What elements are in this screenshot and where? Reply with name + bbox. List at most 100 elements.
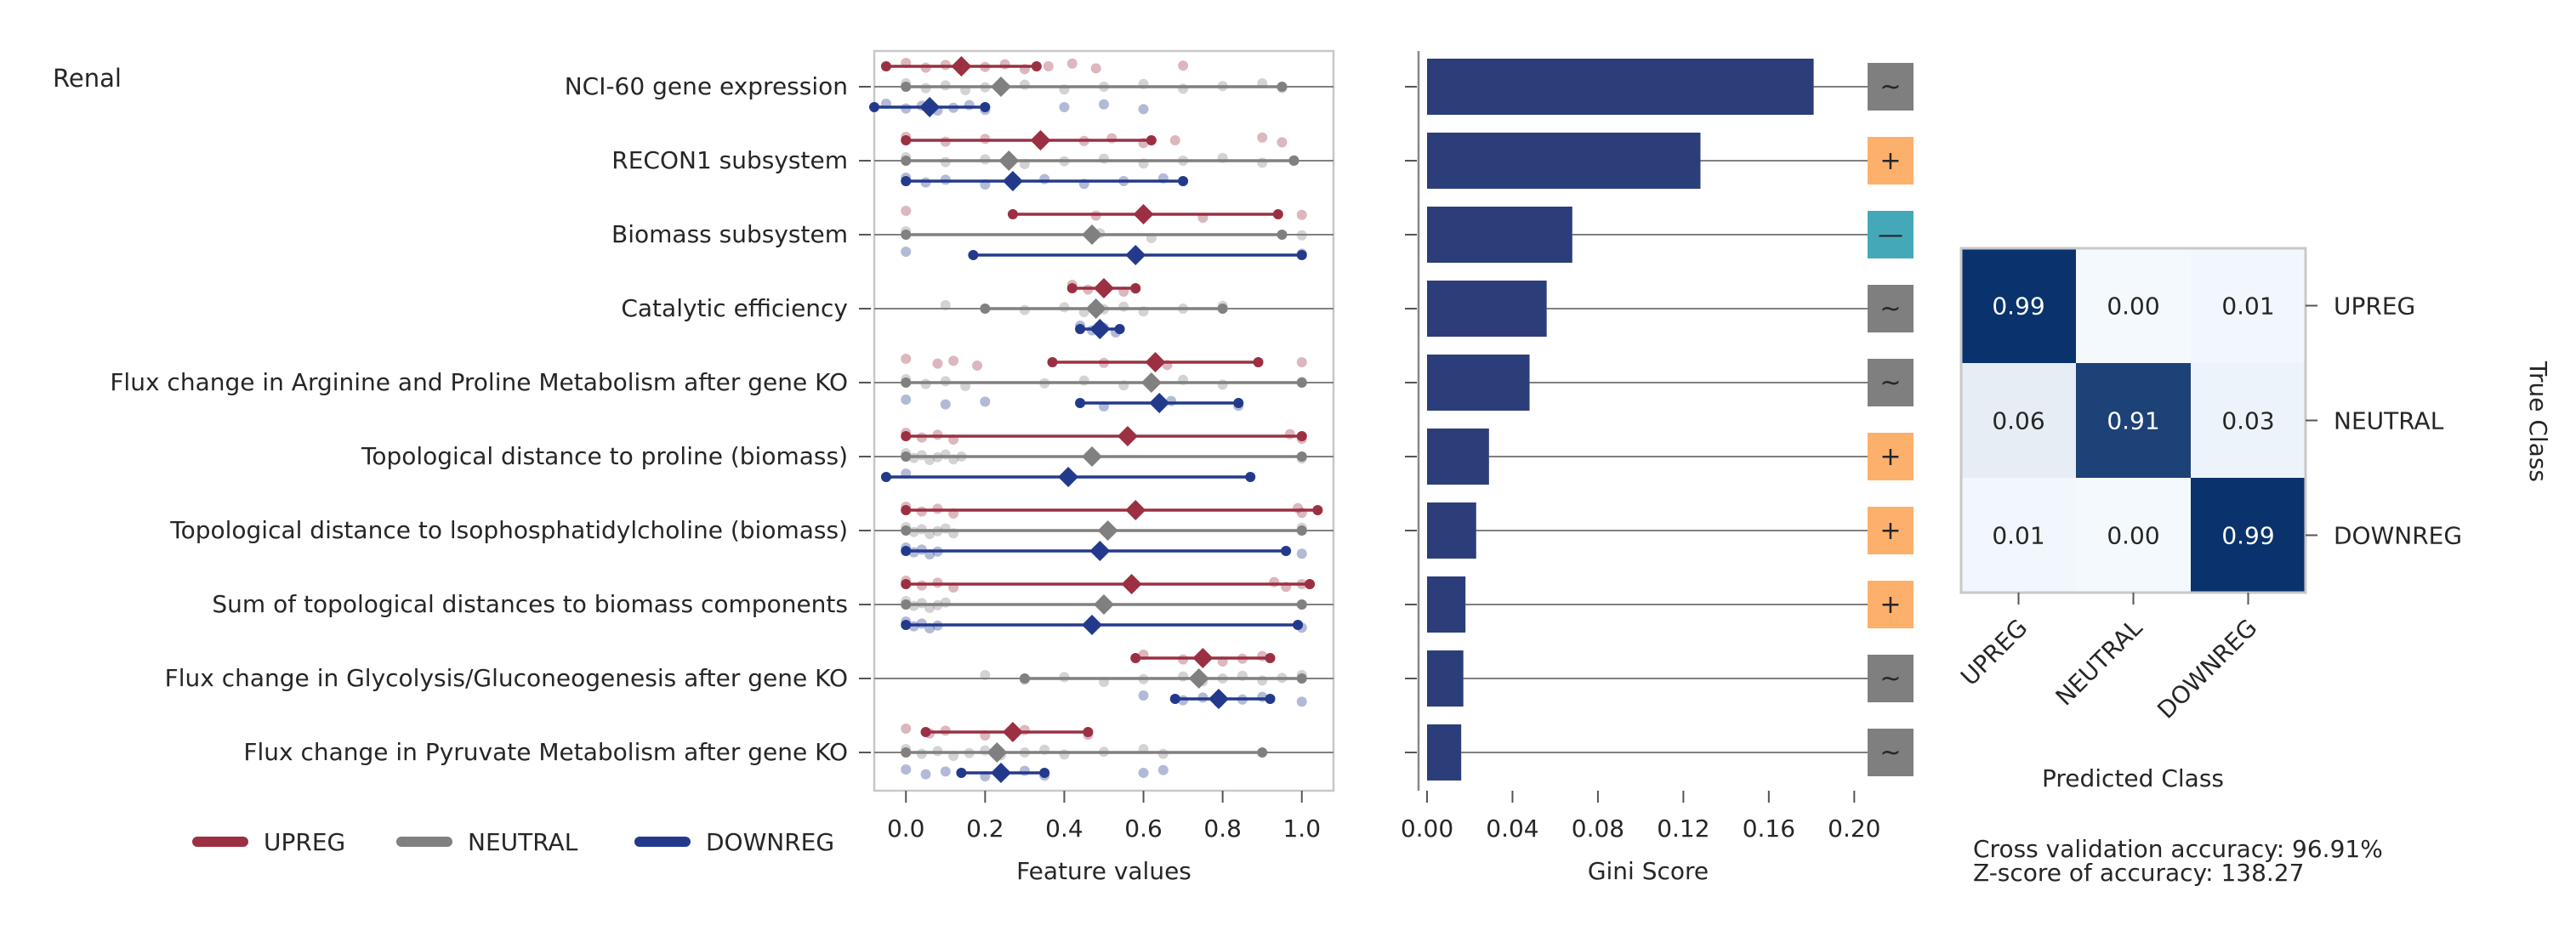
data-point — [1217, 673, 1228, 684]
range-end-point — [901, 525, 912, 536]
data-point — [1257, 78, 1268, 88]
data-point — [940, 597, 951, 608]
cm-cell-value: 0.01 — [2221, 292, 2274, 321]
direction-badge — [1868, 729, 1914, 776]
data-point — [948, 582, 959, 593]
data-point — [1237, 694, 1248, 705]
range-end-point — [1296, 451, 1307, 462]
data-point — [901, 103, 912, 114]
range-end-point — [1007, 209, 1018, 219]
cm-cell — [2191, 478, 2306, 593]
feature-label: Topological distance to proline (biomass… — [361, 442, 848, 470]
data-point — [1296, 508, 1307, 519]
legend-label: NEUTRAL — [468, 828, 578, 856]
data-point — [1099, 401, 1109, 412]
x-tick-label: 0.4 — [1045, 815, 1083, 843]
data-point — [924, 603, 935, 613]
data-point — [1277, 673, 1288, 684]
data-point — [1059, 84, 1070, 95]
data-point — [1019, 747, 1030, 758]
data-point — [964, 747, 975, 758]
range-end-point — [1019, 673, 1030, 684]
data-point — [940, 449, 951, 460]
cm-cell — [2191, 363, 2306, 478]
data-point — [1019, 64, 1030, 75]
data-point — [1019, 765, 1030, 776]
range-end-point — [1277, 230, 1288, 240]
data-point — [980, 670, 991, 680]
mean-marker — [1094, 594, 1114, 615]
legend-label: DOWNREG — [706, 828, 834, 856]
data-point — [1178, 83, 1189, 94]
data-point — [1039, 173, 1050, 184]
data-point — [980, 730, 991, 741]
accuracy-text: Cross validation accuracy: 96.91% — [1973, 835, 2383, 863]
data-point — [920, 62, 931, 73]
data-point — [908, 547, 919, 558]
data-point — [1257, 132, 1268, 143]
gini-bar — [1427, 724, 1462, 781]
range-end-point — [1114, 324, 1125, 334]
cm-cell-value: 0.99 — [1992, 292, 2044, 321]
feature-label: Topological distance to lsophosphatidylc… — [169, 516, 848, 544]
range-end-point — [1296, 673, 1307, 684]
data-point — [1237, 670, 1248, 681]
feature-label: Flux change in Glycolysis/Gluconeogenesi… — [165, 664, 848, 692]
strip-xlabel: Feature values — [1016, 857, 1191, 885]
direction-symbol: ~ — [1879, 294, 1901, 324]
direction-symbol: ~ — [1879, 664, 1901, 694]
data-point — [956, 451, 967, 462]
mean-marker — [987, 742, 1008, 763]
gini-x-tick-label: 0.04 — [1486, 815, 1538, 843]
range-end-point — [980, 304, 991, 314]
direction-symbol: — — [1878, 220, 1903, 250]
cm-ylabel: True Class — [2524, 360, 2552, 482]
data-point — [1257, 691, 1268, 702]
range-end-point — [1083, 727, 1094, 737]
direction-symbol: + — [1879, 516, 1901, 546]
feature-labels: NCI-60 gene expression RECON1 subsystem Bi… — [110, 72, 871, 766]
range-end-point — [901, 579, 912, 589]
x-tick-label: 1.0 — [1282, 815, 1321, 843]
direction-badge — [1868, 581, 1914, 628]
data-point — [1217, 152, 1228, 163]
cm-y-label: DOWNREG — [2334, 522, 2462, 550]
cm-y-label: UPREG — [2334, 292, 2415, 321]
data-point — [924, 623, 935, 633]
range-end-point — [901, 620, 912, 630]
range-end-point — [1296, 599, 1307, 610]
confusion-matrix: 0.99 0.00 0.01 0.06 0.91 0.03 0.01 0.00 0.99 UPR… — [1955, 247, 2552, 792]
data-point — [1106, 133, 1117, 144]
range-end-point — [1075, 324, 1086, 334]
mean-marker — [1002, 171, 1023, 191]
range-end-point — [869, 102, 879, 112]
data-point — [1237, 653, 1248, 664]
data-point — [901, 395, 912, 405]
feature-label: Flux change in Pyruvate Metabolism after… — [243, 738, 848, 766]
data-point — [1118, 287, 1129, 297]
data-point — [1257, 157, 1268, 168]
gini-x-tick-label: 0.20 — [1828, 815, 1880, 843]
cm-cell-value: 0.03 — [2221, 407, 2274, 435]
data-point — [932, 358, 943, 369]
cm-xlabel: Predicted Class — [2042, 764, 2224, 792]
data-point — [1169, 135, 1180, 145]
data-point — [920, 769, 931, 780]
cm-cell-value: 0.00 — [2107, 292, 2159, 321]
data-point — [916, 506, 927, 517]
cm-x-label: NEUTRAL — [2050, 613, 2148, 711]
mean-marker — [1192, 648, 1214, 668]
data-point — [1296, 696, 1307, 707]
mean-marker — [951, 56, 972, 77]
data-point — [1099, 82, 1109, 92]
data-point — [960, 85, 971, 95]
direction-badge — [1868, 211, 1914, 258]
data-point — [980, 179, 991, 190]
feature-label: Biomass subsystem — [611, 220, 848, 248]
data-point — [1277, 137, 1288, 148]
data-point — [1078, 375, 1089, 386]
data-point — [1197, 213, 1208, 223]
gini-bar — [1427, 502, 1476, 559]
feature-label: Flux change in Arginine and Proline Meta… — [110, 368, 848, 396]
data-point — [924, 455, 935, 465]
